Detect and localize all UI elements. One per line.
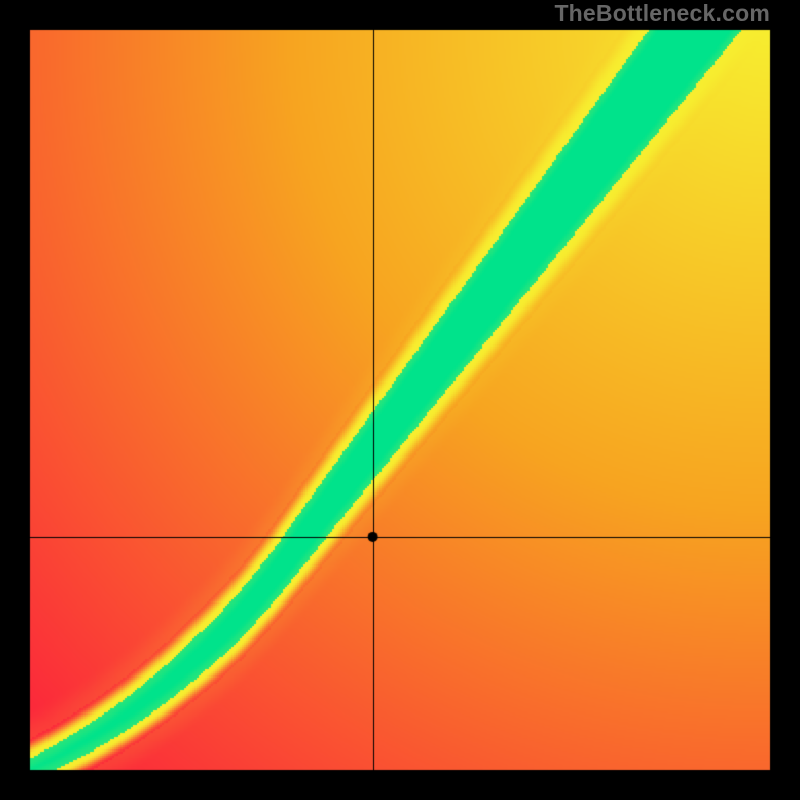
watermark-text: TheBottleneck.com: [554, 0, 770, 27]
chart-root: TheBottleneck.com: [0, 0, 800, 800]
heatmap-canvas: [0, 0, 800, 800]
